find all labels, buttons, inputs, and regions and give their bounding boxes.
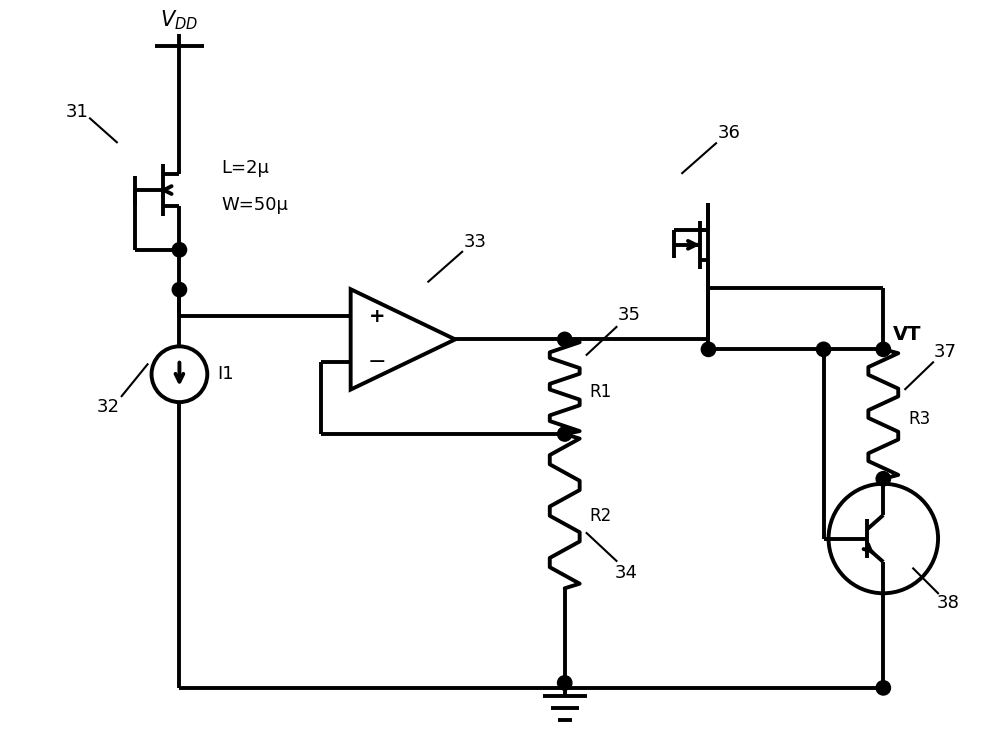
Text: R1: R1 <box>590 382 612 401</box>
Circle shape <box>172 283 187 297</box>
Circle shape <box>876 681 890 695</box>
Circle shape <box>876 342 890 356</box>
Text: 31: 31 <box>66 103 88 121</box>
Text: 32: 32 <box>96 398 119 416</box>
Text: 38: 38 <box>937 594 959 612</box>
Circle shape <box>876 472 890 486</box>
Text: R2: R2 <box>590 507 612 525</box>
Circle shape <box>816 342 831 356</box>
Circle shape <box>701 342 716 356</box>
Text: +: + <box>369 307 385 326</box>
Text: 36: 36 <box>718 124 740 142</box>
Circle shape <box>172 243 187 257</box>
Text: $V_{DD}$: $V_{DD}$ <box>160 8 198 32</box>
Text: 33: 33 <box>464 233 487 251</box>
Text: −: − <box>368 353 386 373</box>
Text: 34: 34 <box>615 564 638 582</box>
Circle shape <box>558 427 572 441</box>
Text: I1: I1 <box>217 365 234 383</box>
Text: VT: VT <box>893 325 922 344</box>
Circle shape <box>558 676 572 690</box>
Text: 35: 35 <box>618 306 641 324</box>
Text: 37: 37 <box>934 343 957 362</box>
Text: W=50μ: W=50μ <box>221 196 288 214</box>
Text: L=2μ: L=2μ <box>221 159 269 177</box>
Circle shape <box>558 333 572 347</box>
Text: R3: R3 <box>908 410 930 428</box>
